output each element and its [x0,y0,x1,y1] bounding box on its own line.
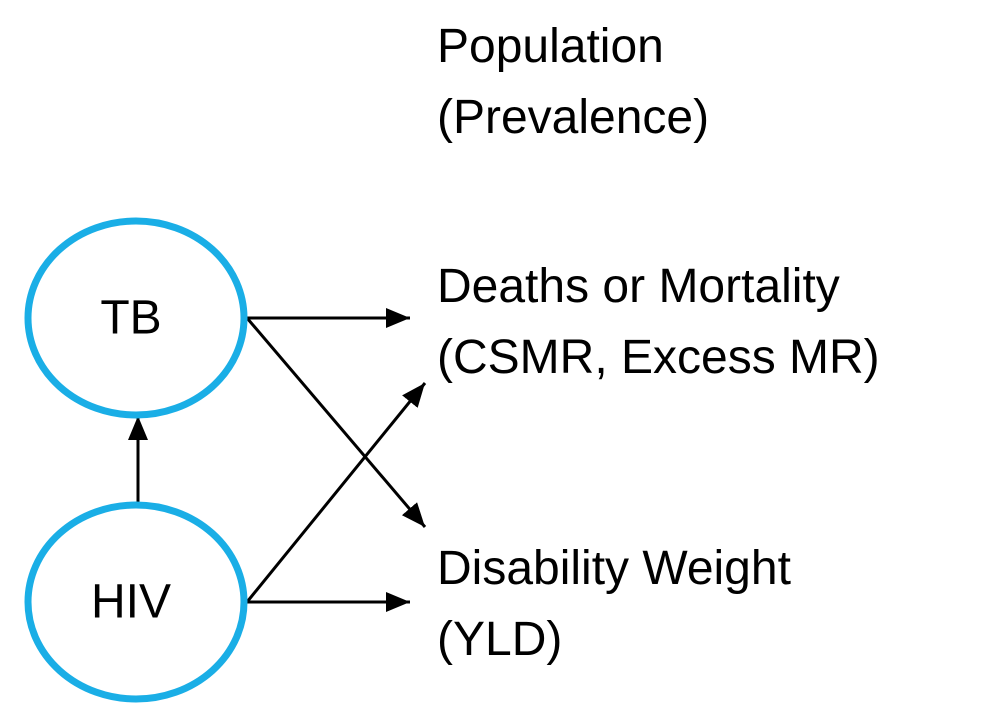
outcome-disability: Disability Weight (YLD) [437,542,791,666]
edge-hiv-to-deaths [245,382,427,603]
node-hiv-ellipse [24,501,248,703]
node-hiv: HIV [24,501,248,703]
node-tb: TB [24,217,248,419]
outcome-population-line1: Population [437,20,664,73]
outcome-disability-line2: (YLD) [437,613,562,666]
outcome-deaths-line1: Deaths or Mortality [437,260,840,313]
outcome-population: Population (Prevalence) [437,20,709,144]
node-tb-label: TB [100,292,161,345]
outcome-deaths-line2: (CSMR, Excess MR) [437,331,880,384]
node-tb-ellipse [24,217,248,419]
outcome-population-line2: (Prevalence) [437,91,709,144]
outcome-disability-line1: Disability Weight [437,542,791,595]
outcome-deaths: Deaths or Mortality (CSMR, Excess MR) [437,260,880,384]
edges [128,308,427,612]
node-hiv-label: HIV [91,576,171,629]
edge-tb-to-disability [245,317,427,528]
